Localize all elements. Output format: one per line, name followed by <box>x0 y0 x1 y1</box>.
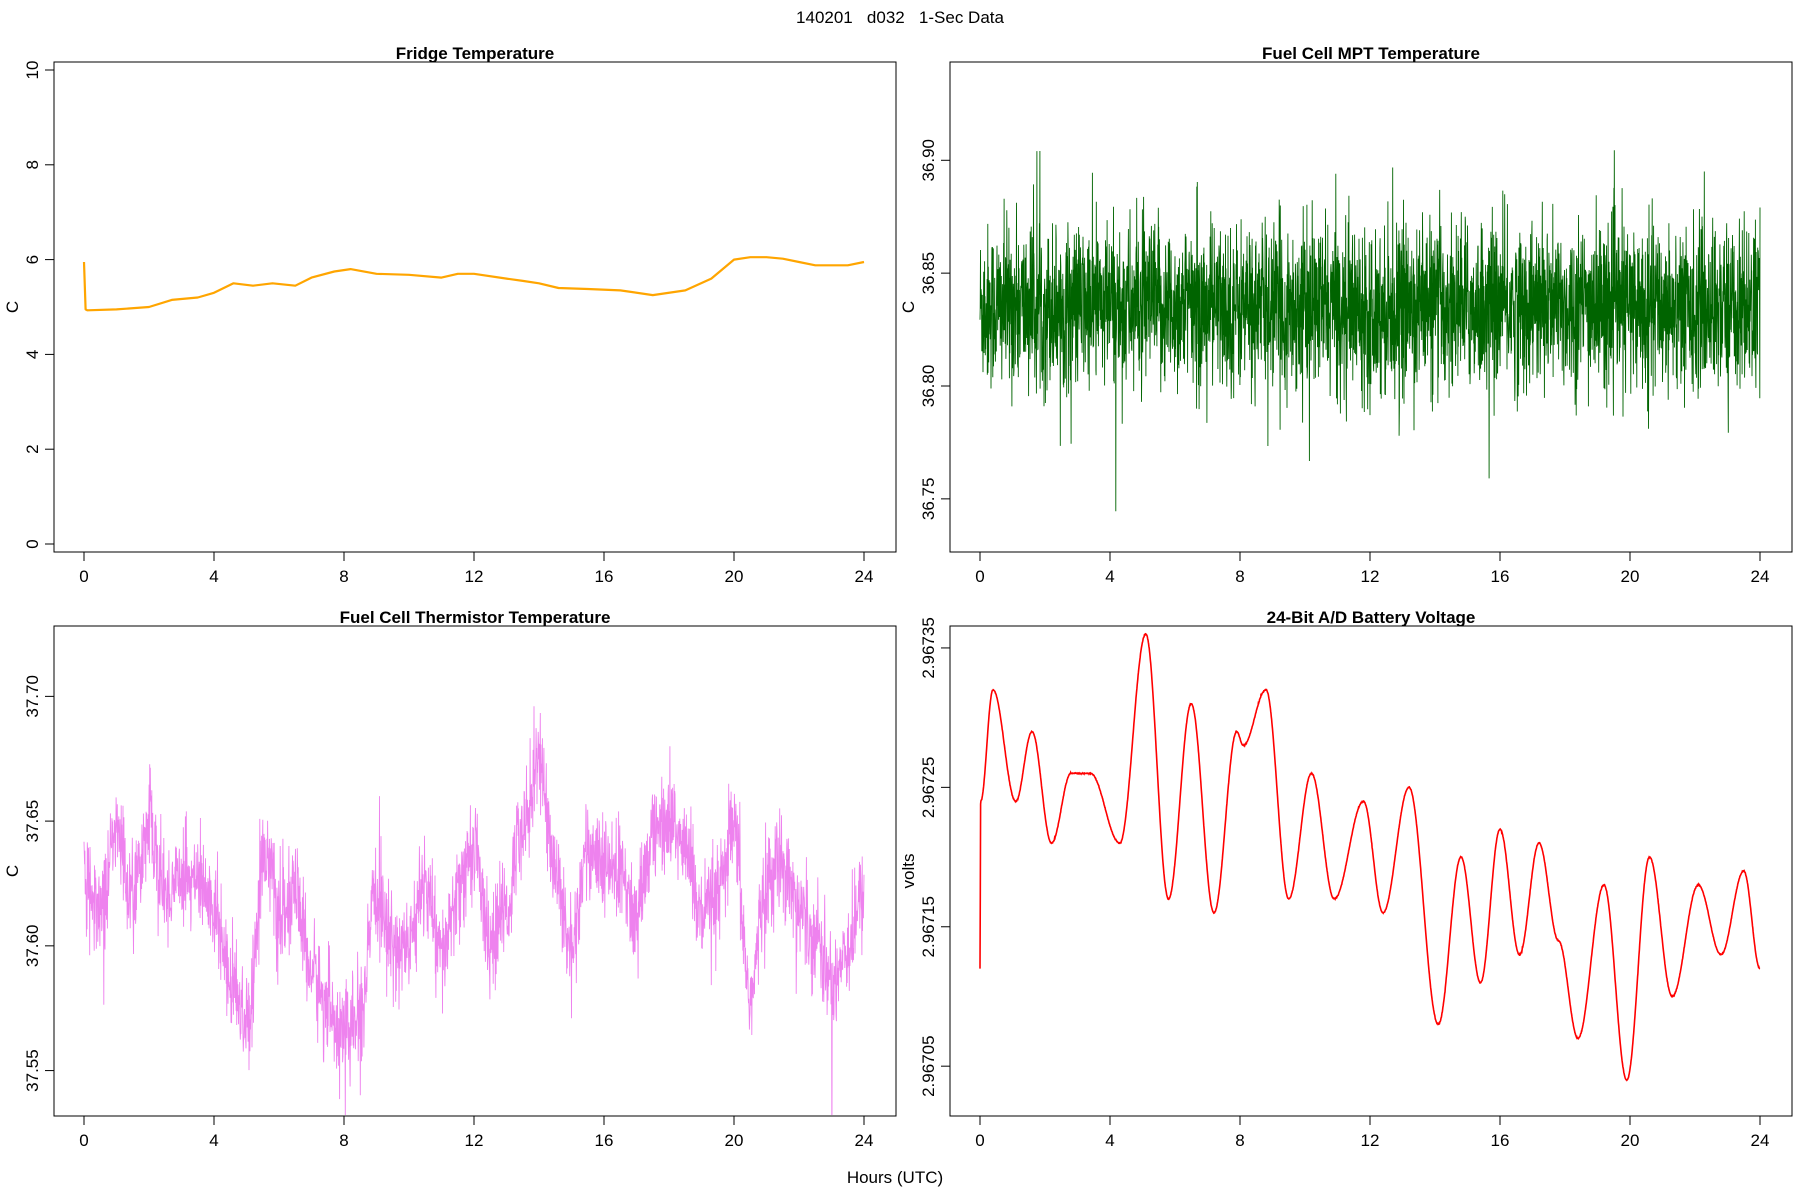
battery-ylabel: volts <box>899 854 918 889</box>
thermistor-x-tick-label: 0 <box>79 1131 88 1150</box>
thermistor-series-line <box>83 706 865 1115</box>
battery-x-tick-label: 4 <box>1105 1131 1114 1150</box>
battery-y-tick-label: 2.96715 <box>919 896 938 957</box>
thermistor-title: Fuel Cell Thermistor Temperature <box>340 608 611 627</box>
battery-x-tick-label: 16 <box>1491 1131 1510 1150</box>
mpt-title: Fuel Cell MPT Temperature <box>1262 44 1480 63</box>
mpt-ylabel: C <box>899 301 918 313</box>
thermistor-x-tick-label: 20 <box>725 1131 744 1150</box>
mpt-y-tick-label: 36.75 <box>919 478 938 521</box>
mpt-x-tick-label: 20 <box>1621 567 1640 586</box>
thermistor-ylabel: C <box>3 865 22 877</box>
mpt-x-tick-label: 8 <box>1235 567 1244 586</box>
figure-title: 140201 d032 1-Sec Data <box>796 8 1004 27</box>
figure-xlabel: Hours (UTC) <box>847 1168 943 1187</box>
fuel-cell-mpt-temperature-panel: Fuel Cell MPT Temperature C 0 4 8 12 16 20 24 36.… <box>899 44 1793 586</box>
fuel-cell-thermistor-temperature-panel: Fuel Cell Thermistor Temperature C 0 4 8 12 16… <box>3 608 897 1150</box>
fridge-series-line <box>82 256 865 312</box>
fridge-y-tick-label: 8 <box>23 160 42 169</box>
fridge-x-tick-label: 16 <box>595 567 614 586</box>
battery-voltage-panel: 24-Bit A/D Battery Voltage volts 0 4 8 12 16 20… <box>899 608 1793 1150</box>
thermistor-y-tick-label: 37.65 <box>23 800 42 843</box>
thermistor-x-tick-label: 24 <box>855 1131 874 1150</box>
fridge-y-tick-label: 0 <box>23 539 42 548</box>
fridge-y-tick-label: 10 <box>23 61 42 80</box>
battery-title: 24-Bit A/D Battery Voltage <box>1267 608 1476 627</box>
thermistor-x-tick-label: 8 <box>339 1131 348 1150</box>
battery-x-tick-label: 8 <box>1235 1131 1244 1150</box>
mpt-x-tick-label: 4 <box>1105 567 1114 586</box>
fridge-x-tick-label: 8 <box>339 567 348 586</box>
mpt-x-tick-label: 0 <box>975 567 984 586</box>
fridge-x-tick-label: 12 <box>465 567 484 586</box>
mpt-series-line <box>979 150 1761 512</box>
battery-x-tick-label: 20 <box>1621 1131 1640 1150</box>
fridge-x-tick-label: 4 <box>209 567 218 586</box>
thermistor-x-tick-label: 4 <box>209 1131 218 1150</box>
battery-x-tick-label: 24 <box>1751 1131 1770 1150</box>
thermistor-y-tick-label: 37.60 <box>23 925 42 968</box>
mpt-y-tick-label: 36.80 <box>919 365 938 408</box>
fridge-x-tick-label: 0 <box>79 567 88 586</box>
mpt-x-tick-label: 16 <box>1491 567 1510 586</box>
battery-y-tick-label: 2.96725 <box>919 757 938 818</box>
mpt-y-tick-label: 36.90 <box>919 139 938 182</box>
mpt-x-tick-label: 12 <box>1361 567 1380 586</box>
thermistor-x-tick-label: 16 <box>595 1131 614 1150</box>
battery-x-tick-label: 0 <box>975 1131 984 1150</box>
battery-series-line <box>979 632 1761 1082</box>
fridge-x-tick-label: 24 <box>855 567 874 586</box>
mpt-y-tick-label: 36.85 <box>919 252 938 295</box>
battery-x-tick-label: 12 <box>1361 1131 1380 1150</box>
thermistor-y-tick-label: 37.55 <box>23 1049 42 1092</box>
fridge-x-tick-label: 20 <box>725 567 744 586</box>
battery-y-tick-label: 2.96705 <box>919 1035 938 1096</box>
mpt-x-tick-label: 24 <box>1751 567 1770 586</box>
fridge-y-tick-label: 2 <box>23 444 42 453</box>
fridge-title: Fridge Temperature <box>396 44 554 63</box>
fridge-y-tick-label: 4 <box>23 350 42 359</box>
fridge-y-tick-label: 6 <box>23 255 42 264</box>
battery-y-tick-label: 2.96735 <box>919 617 938 678</box>
fridge-ylabel: C <box>3 301 22 313</box>
thermistor-y-tick-label: 37.70 <box>23 675 42 718</box>
thermistor-x-tick-label: 12 <box>465 1131 484 1150</box>
